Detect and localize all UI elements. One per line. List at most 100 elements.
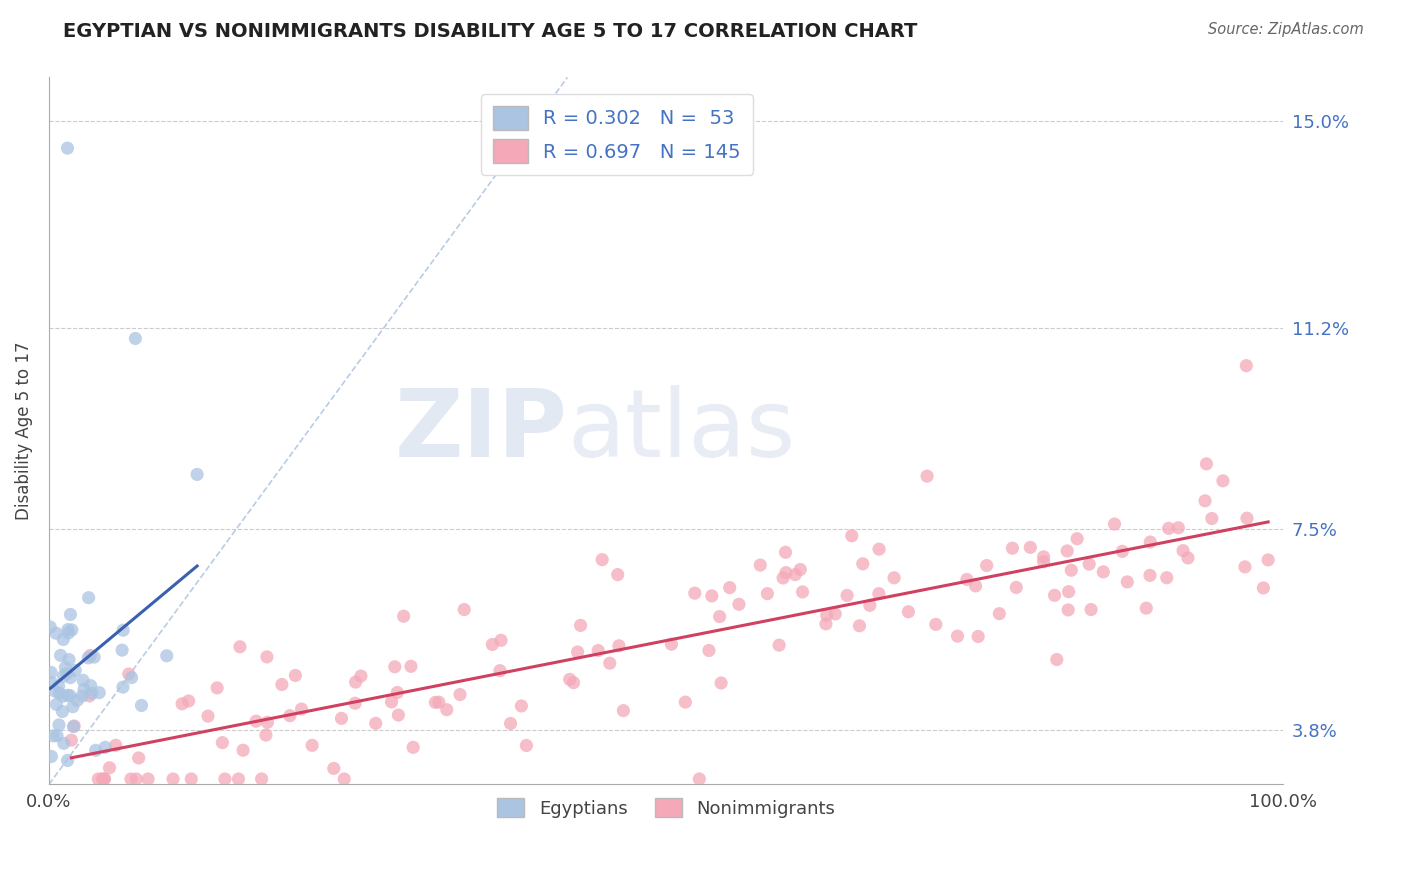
Point (1135, 601, 1157, 615)
Point (98, 761, 121, 775)
Point (52, 632, 75, 647)
Point (1080, 602, 1102, 616)
Point (44, 684, 66, 698)
Point (111, 680, 134, 694)
Point (775, 545, 797, 559)
Point (688, 772, 710, 786)
Point (852, 557, 875, 571)
Point (384, 660, 406, 674)
Point (925, 617, 948, 632)
Point (186, 467, 208, 482)
Point (1078, 557, 1101, 571)
Point (1019, 541, 1042, 555)
Point (897, 605, 920, 619)
Point (1056, 544, 1078, 558)
Point (62, 699, 84, 714)
Point (205, 681, 228, 695)
Point (56, 754, 79, 768)
Point (245, 714, 267, 729)
Point (1139, 535, 1161, 549)
Point (39, 675, 62, 690)
Point (59, 671, 82, 685)
Point (661, 637, 683, 651)
Point (967, 630, 990, 644)
Point (120, 772, 142, 786)
Point (848, 619, 870, 633)
Point (89, 686, 111, 700)
Point (330, 711, 353, 725)
Point (93, 772, 115, 786)
Point (256, 649, 278, 664)
Point (789, 562, 811, 576)
Point (177, 694, 200, 708)
Point (1060, 563, 1083, 577)
Point (128, 751, 150, 765)
Point (79, 679, 101, 693)
Point (1195, 457, 1218, 471)
Point (1046, 652, 1069, 666)
Point (197, 709, 219, 723)
Point (118, 667, 141, 681)
Point (48, 686, 70, 700)
Point (612, 704, 634, 718)
Point (52, 690, 75, 704)
Point (489, 664, 512, 678)
Point (290, 702, 312, 716)
Point (284, 668, 307, 682)
Point (104, 739, 127, 753)
Point (710, 676, 733, 690)
Point (567, 645, 589, 659)
Point (814, 616, 837, 631)
Point (728, 597, 751, 611)
Point (562, 675, 585, 690)
Point (859, 599, 882, 613)
Point (868, 587, 890, 601)
Point (73, 682, 96, 697)
Point (80, 686, 103, 700)
Point (775, 566, 797, 580)
Point (883, 571, 905, 585)
Point (56, 141, 79, 155)
Point (453, 602, 475, 616)
Point (72, 673, 94, 688)
Text: atlas: atlas (568, 385, 796, 477)
Point (481, 637, 503, 651)
Point (60, 733, 83, 747)
Point (322, 761, 344, 775)
Point (965, 579, 987, 593)
Point (87, 772, 110, 786)
Point (1043, 588, 1066, 602)
Point (66, 693, 89, 707)
Point (1212, 474, 1234, 488)
Point (39, 665, 62, 680)
Point (162, 772, 184, 786)
Point (1236, 511, 1258, 525)
Point (333, 772, 356, 786)
Point (42, 729, 65, 743)
Point (131, 698, 153, 713)
Point (1156, 571, 1178, 585)
Point (211, 735, 233, 749)
Point (392, 609, 415, 624)
Point (63, 719, 86, 733)
Point (228, 772, 250, 786)
Point (380, 695, 402, 709)
Point (172, 697, 194, 711)
Point (344, 696, 367, 710)
Point (270, 677, 292, 691)
Point (673, 695, 696, 709)
Point (1257, 553, 1279, 567)
Y-axis label: Disability Age 5 to 17: Disability Age 5 to 17 (15, 342, 32, 520)
Point (91, 772, 114, 786)
Point (824, 607, 846, 621)
Point (946, 629, 969, 643)
Point (586, 643, 609, 657)
Point (868, 542, 890, 557)
Point (700, 589, 723, 603)
Point (1167, 521, 1189, 535)
Point (156, 648, 179, 663)
Point (599, 656, 621, 670)
Point (77, 591, 100, 605)
Point (697, 643, 720, 657)
Point (606, 567, 628, 582)
